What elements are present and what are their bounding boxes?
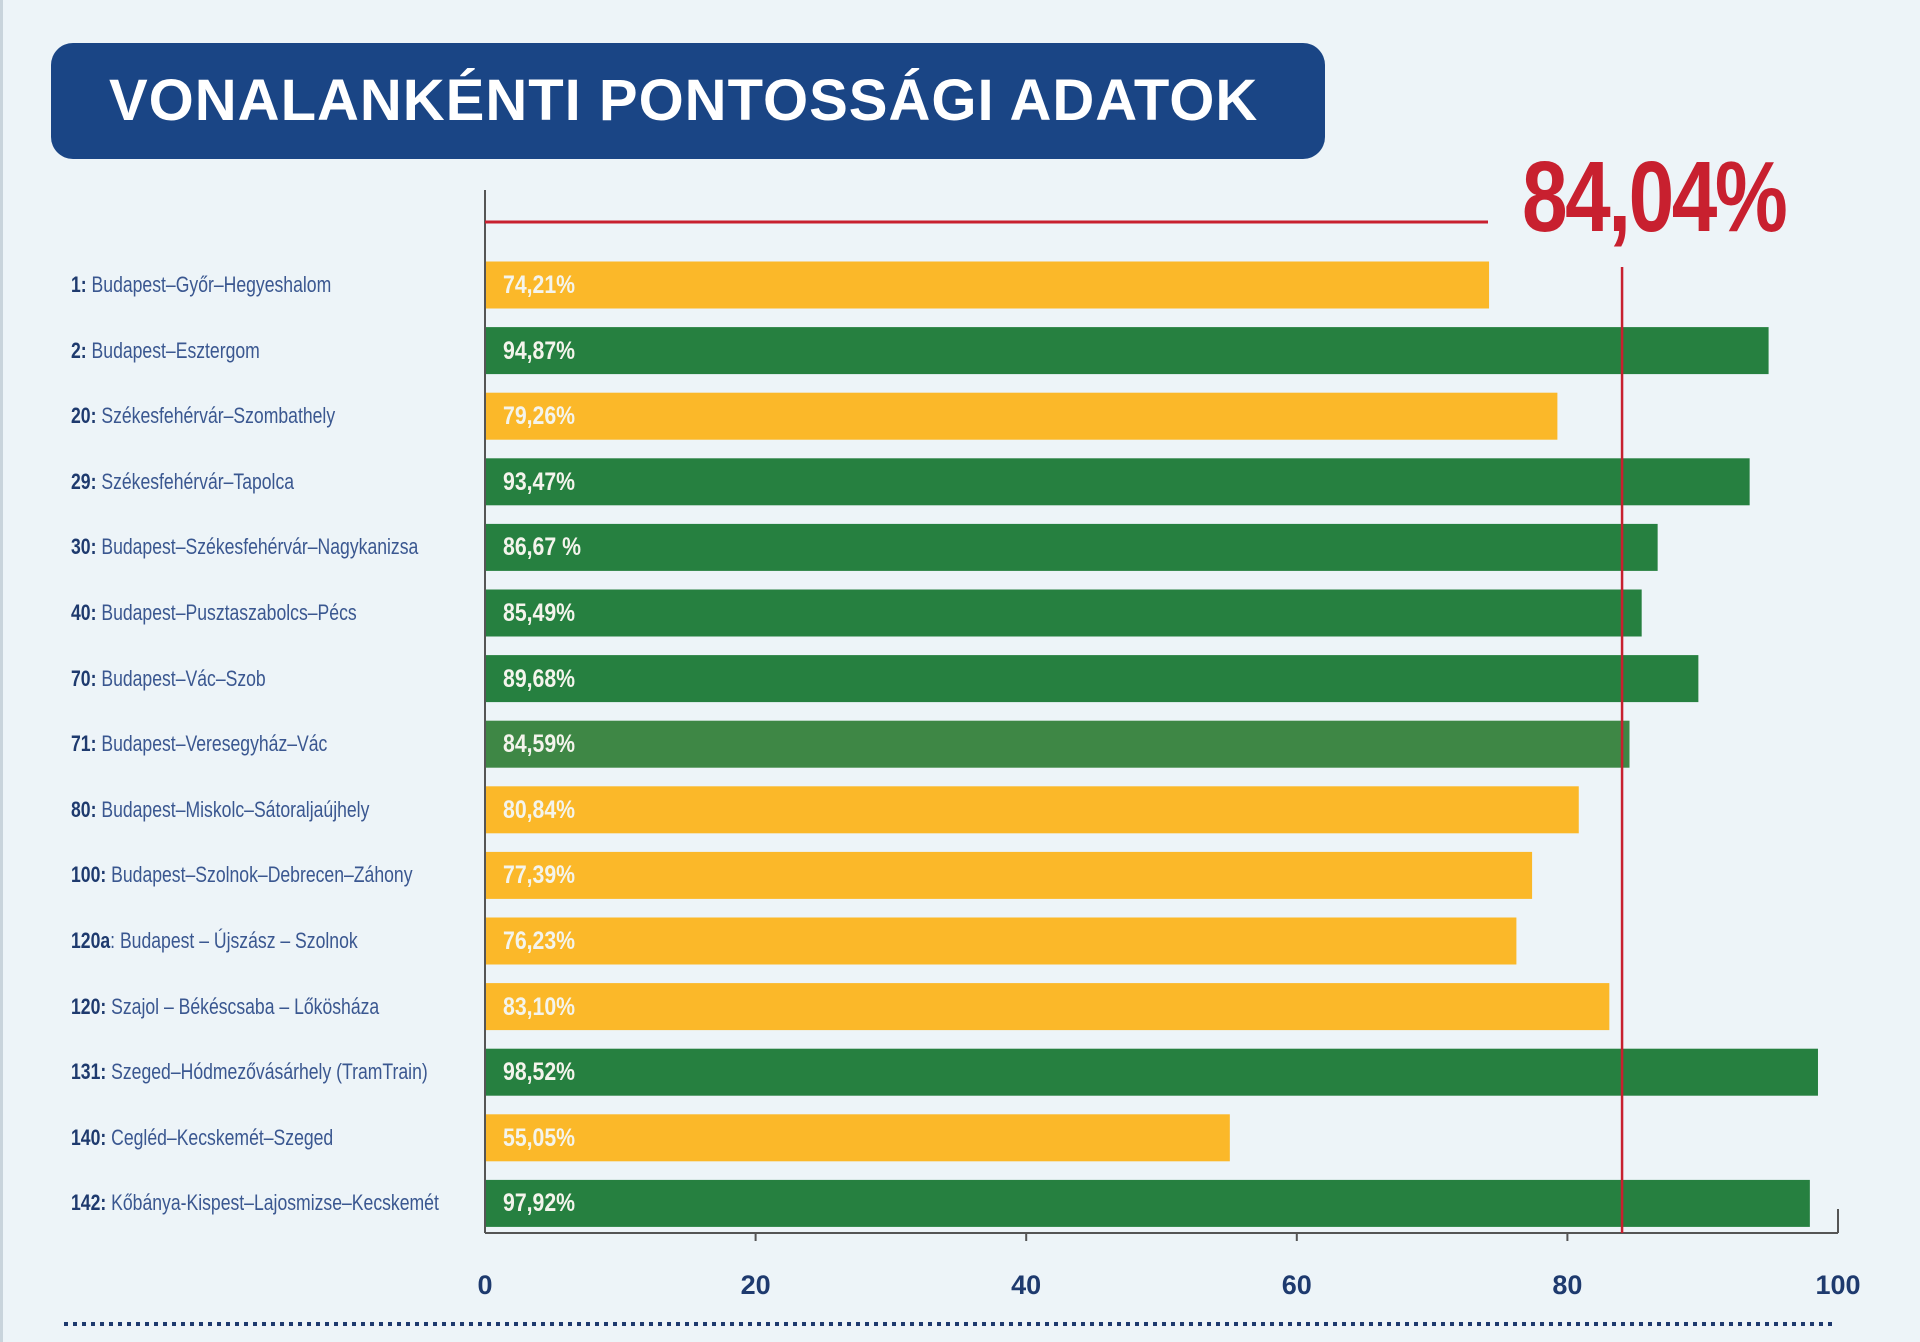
line-name: Budapest–Székesfehérvár–Nagykanizsa [96,534,419,560]
line-number: 142: [71,1190,107,1216]
bar-value-label: 79,26% [503,402,576,431]
line-name: Budapest–Veresegyház–Vác [96,731,328,757]
bar-value-label: 85,49% [503,599,576,627]
line-number: 120: [71,993,107,1019]
bar [485,917,1517,965]
bar-value-label: 80,84% [503,795,576,824]
x-tick-label: 100 [1815,1270,1861,1300]
line-name: Székesfehérvár–Szombathely [96,403,336,429]
title-banner: VONALANKÉNTI PONTOSSÁGI ADATOK [51,43,1325,159]
bar [485,1179,1810,1227]
x-tick-label: 80 [1552,1270,1583,1300]
bar [485,458,1750,506]
bar [485,1114,1230,1162]
line-number: 40: [71,600,97,625]
line-name: Budapest–Szolnok–Debrecen–Záhony [106,862,413,888]
bar [485,523,1658,571]
row-label: 40: Budapest–Pusztaszabolcs–Pécs [71,598,357,628]
x-tick-label: 60 [1281,1270,1312,1300]
bar [485,983,1610,1031]
line-name: Budapest–Győr–Hegyeshalom [86,272,332,297]
bar [485,786,1579,834]
bar-value-label: 84,59% [503,730,576,759]
x-tick-label: 40 [1011,1270,1042,1300]
bar-value-label: 74,21% [503,271,576,299]
bar [485,720,1630,768]
row-label: 20: Székesfehérvár–Szombathely [71,401,335,431]
bar-value-label: 76,23% [503,927,576,955]
bar-value-label: 83,10% [503,992,576,1021]
row-label: 120: Szajol – Békéscsaba – Lőkösháza [71,992,379,1022]
row-label: 29: Székesfehérvár–Tapolca [71,467,294,497]
line-name: Budapest–Esztergom [86,337,260,363]
x-tick-label: 0 [477,1270,493,1300]
line-name: Kőbánya-Kispest–Lajosmizse–Kecskemét [106,1190,439,1216]
bar [485,261,1490,309]
line-number: 2: [71,337,87,363]
bar-value-label: 77,39% [503,861,576,890]
line-name: Cegléd–Kecskemét–Szeged [106,1124,334,1150]
bar-value-label: 89,68% [503,664,576,693]
line-number: 100: [71,862,107,888]
row-label: 30: Budapest–Székesfehérvár–Nagykanizsa [71,532,418,562]
average-value: 84,04% [1522,141,1788,253]
bar-value-label: 55,05% [503,1123,576,1152]
bar [485,655,1699,703]
row-label: 70: Budapest–Vác–Szob [71,664,266,694]
row-label: 80: Budapest–Miskolc–Sátoraljaújhely [71,795,369,825]
chart-title: VONALANKÉNTI PONTOSSÁGI ADATOK [109,68,1259,133]
line-number: 29: [71,468,97,494]
line-number: 140: [71,1124,107,1150]
bar-value-label: 97,92% [503,1189,576,1218]
bar [485,1048,1818,1096]
line-number: 71: [71,731,97,757]
line-name: : Budapest – Újszász – Szolnok [110,928,358,953]
row-label: 120a: Budapest – Újszász – Szolnok [71,926,358,956]
line-name: Székesfehérvár–Tapolca [96,468,295,494]
line-number: 120a [71,928,111,953]
row-label: 100: Budapest–Szolnok–Debrecen–Záhony [71,860,413,890]
bar-value-label: 98,52% [503,1058,576,1087]
page-edge [0,0,3,1342]
bar [485,589,1642,637]
row-label: 71: Budapest–Veresegyház–Vác [71,729,327,759]
line-name: Szajol – Békéscsaba – Lőkösháza [106,993,380,1019]
line-number: 20: [71,403,97,429]
row-label: 142: Kőbánya-Kispest–Lajosmizse–Kecskemé… [71,1188,439,1218]
line-number: 80: [71,796,97,822]
line-number: 1: [71,272,87,297]
line-number: 30: [71,534,97,560]
line-name: Budapest–Vác–Szob [96,665,266,691]
x-tick-label: 20 [740,1270,771,1300]
bar-value-label: 93,47% [503,467,576,496]
bar [485,851,1533,899]
bar [485,327,1769,375]
row-label: 131: Szeged–Hódmezővásárhely (TramTrain) [71,1057,428,1087]
line-name: Budapest–Pusztaszabolcs–Pécs [96,600,357,625]
line-name: Szeged–Hódmezővásárhely (TramTrain) [106,1059,428,1085]
bar-value-label: 94,87% [503,336,576,365]
line-number: 70: [71,665,97,691]
row-label: 140: Cegléd–Kecskemét–Szeged [71,1123,333,1153]
bar-value-label: 86,67 % [503,533,581,562]
line-name: Budapest–Miskolc–Sátoraljaújhely [96,796,370,822]
row-label: 1: Budapest–Győr–Hegyeshalom [71,270,331,300]
row-label: 2: Budapest–Esztergom [71,336,260,366]
bar [485,392,1558,440]
line-number: 131: [71,1059,107,1085]
